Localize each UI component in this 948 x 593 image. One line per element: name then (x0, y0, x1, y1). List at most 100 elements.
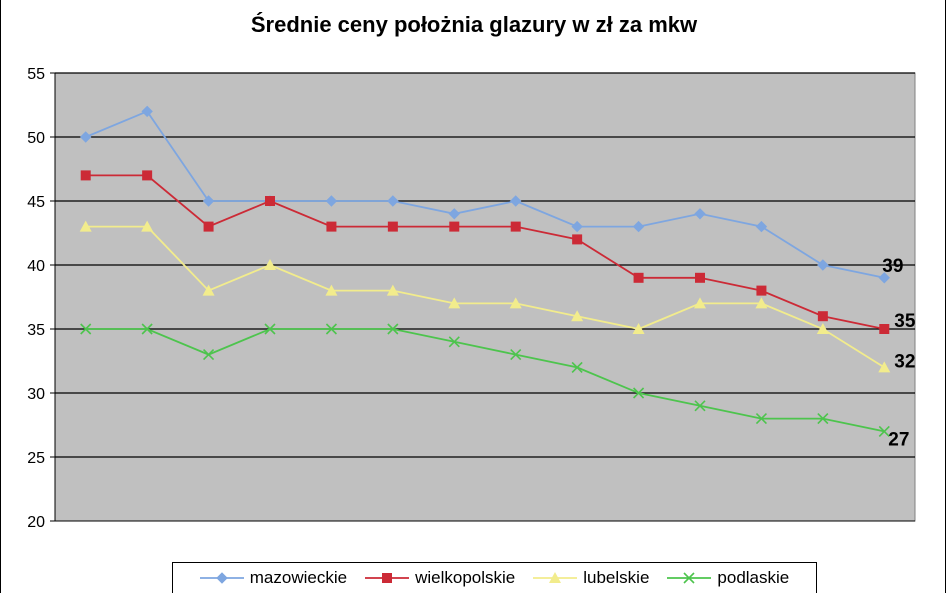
point-lubelskie-8 (509, 297, 522, 309)
legend-label-lubelskie: lubelskie (583, 568, 650, 587)
legend-label-mazowieckie: mazowieckie (249, 568, 348, 587)
point-wielkopolskie-10 (633, 272, 644, 283)
point-wielkopolskie-12 (756, 285, 767, 296)
legend-swatch-lubelskie (533, 572, 578, 583)
point-mazowieckie-5 (325, 195, 338, 207)
point-wielkopolskie-4 (265, 196, 275, 206)
point-podlaskie-3 (203, 349, 215, 361)
point-lubelskie-7 (448, 297, 461, 309)
point-podlaskie-7 (448, 336, 460, 348)
point-lubelskie-9 (571, 310, 584, 322)
chart-title: Średnie ceny położnia glazury w zł za mk… (250, 12, 698, 37)
legend-entry-lubelskie: lubelskie (533, 568, 649, 588)
series-line-lubelskie (85, 225, 885, 369)
legend-swatch-podlaskie (667, 572, 712, 584)
legend: mazowieckie wielkopolskie lubelskie podlask… (172, 562, 817, 593)
point-mazowieckie-13 (817, 259, 829, 271)
series-mazowieckie (80, 105, 890, 284)
point-podlaskie-2 (141, 323, 153, 335)
legend-marker-mazowieckie (216, 572, 228, 584)
point-lubelskie-13 (816, 323, 829, 334)
point-mazowieckie-6 (387, 195, 399, 207)
point-wielkopolskie-3 (203, 221, 214, 232)
y-tick-label: 50 (27, 130, 45, 147)
legend-label-podlaskie: podlaskie (717, 568, 790, 587)
y-tick-label: 45 (27, 194, 45, 211)
point-mazowieckie-7 (448, 208, 460, 220)
line-chart: 20 25 30 35 40 45 50 55 39 35 32 27 (27, 66, 916, 531)
point-lubelskie-1 (79, 220, 92, 232)
y-tick-label: 30 (27, 386, 45, 403)
end-label-lubelskie: 32 (894, 351, 915, 372)
point-podlaskie-8 (510, 349, 522, 361)
point-wielkopolskie-11 (695, 272, 705, 283)
series-line-wielkopolskie (85, 174, 885, 330)
legend-marker-podlaskie (683, 572, 695, 584)
series-wielkopolskie (80, 170, 890, 334)
point-wielkopolskie-6 (387, 221, 398, 232)
point-podlaskie-12 (755, 413, 767, 425)
end-label-wielkopolskie: 35 (894, 311, 916, 332)
point-wielkopolskie-5 (326, 221, 337, 232)
point-mazowieckie-11 (694, 208, 706, 220)
point-podlaskie-4 (264, 323, 276, 335)
point-lubelskie-2 (141, 220, 154, 232)
point-lubelskie-12 (755, 297, 768, 309)
point-lubelskie-5 (325, 284, 338, 296)
point-mazowieckie-10 (632, 220, 645, 233)
end-labels: 39 35 32 27 (882, 256, 916, 451)
series-line-podlaskie (85, 328, 885, 433)
point-podlaskie-5 (325, 323, 337, 335)
point-podlaskie-1 (80, 323, 92, 335)
y-tick-label: 25 (27, 450, 45, 467)
point-wielkopolskie-8 (510, 221, 521, 232)
point-lubelskie-4 (264, 259, 276, 270)
point-mazowieckie-3 (202, 195, 215, 207)
point-podlaskie-11 (694, 400, 706, 412)
point-mazowieckie-12 (755, 220, 768, 233)
point-wielkopolskie-14 (879, 324, 890, 334)
point-lubelskie-6 (386, 284, 399, 296)
point-mazowieckie-9 (571, 220, 583, 233)
y-tick-label: 55 (27, 66, 45, 83)
y-tick-label: 40 (27, 258, 45, 275)
point-wielkopolskie-2 (142, 170, 153, 181)
point-podlaskie-14 (878, 425, 890, 437)
point-podlaskie-9 (571, 361, 583, 373)
plot-area (54, 72, 916, 522)
point-mazowieckie-14 (878, 272, 890, 284)
point-mazowieckie-8 (510, 195, 522, 207)
end-label-mazowieckie: 39 (882, 256, 903, 277)
point-wielkopolskie-7 (449, 221, 460, 232)
point-podlaskie-10 (633, 387, 645, 399)
legend-entry-podlaskie: podlaskie (667, 568, 789, 588)
point-podlaskie-6 (387, 323, 399, 335)
legend-label-wielkopolskie: wielkopolskie (415, 568, 516, 587)
point-lubelskie-10 (632, 323, 645, 334)
series-line-mazowieckie (85, 110, 885, 279)
point-lubelskie-3 (202, 284, 215, 296)
point-wielkopolskie-13 (817, 311, 828, 322)
point-wielkopolskie-1 (80, 170, 91, 181)
legend-entry-mazowieckie: mazowieckie (199, 568, 348, 588)
plot-background (54, 72, 916, 522)
legend-swatch-mazowieckie (199, 572, 244, 584)
point-mazowieckie-1 (80, 131, 92, 143)
gridlines (55, 72, 915, 458)
legend-entry-wielkopolskie: wielkopolskie (365, 568, 515, 588)
series-layer (79, 105, 891, 437)
point-lubelskie-14 (878, 361, 891, 373)
point-mazowieckie-2 (141, 105, 153, 118)
legend-marker-lubelskie (549, 572, 562, 583)
y-tick-label: 20 (27, 514, 45, 531)
point-wielkopolskie-9 (572, 234, 583, 245)
end-label-podlaskie: 27 (888, 429, 909, 450)
point-lubelskie-11 (694, 297, 706, 309)
legend-marker-wielkopolskie (382, 573, 393, 583)
series-podlaskie (80, 323, 890, 437)
y-axis: 20 25 30 35 40 45 50 55 (27, 66, 915, 531)
series-lubelskie (79, 220, 891, 373)
point-podlaskie-13 (817, 413, 829, 425)
legend-swatch-wielkopolskie (365, 573, 410, 583)
